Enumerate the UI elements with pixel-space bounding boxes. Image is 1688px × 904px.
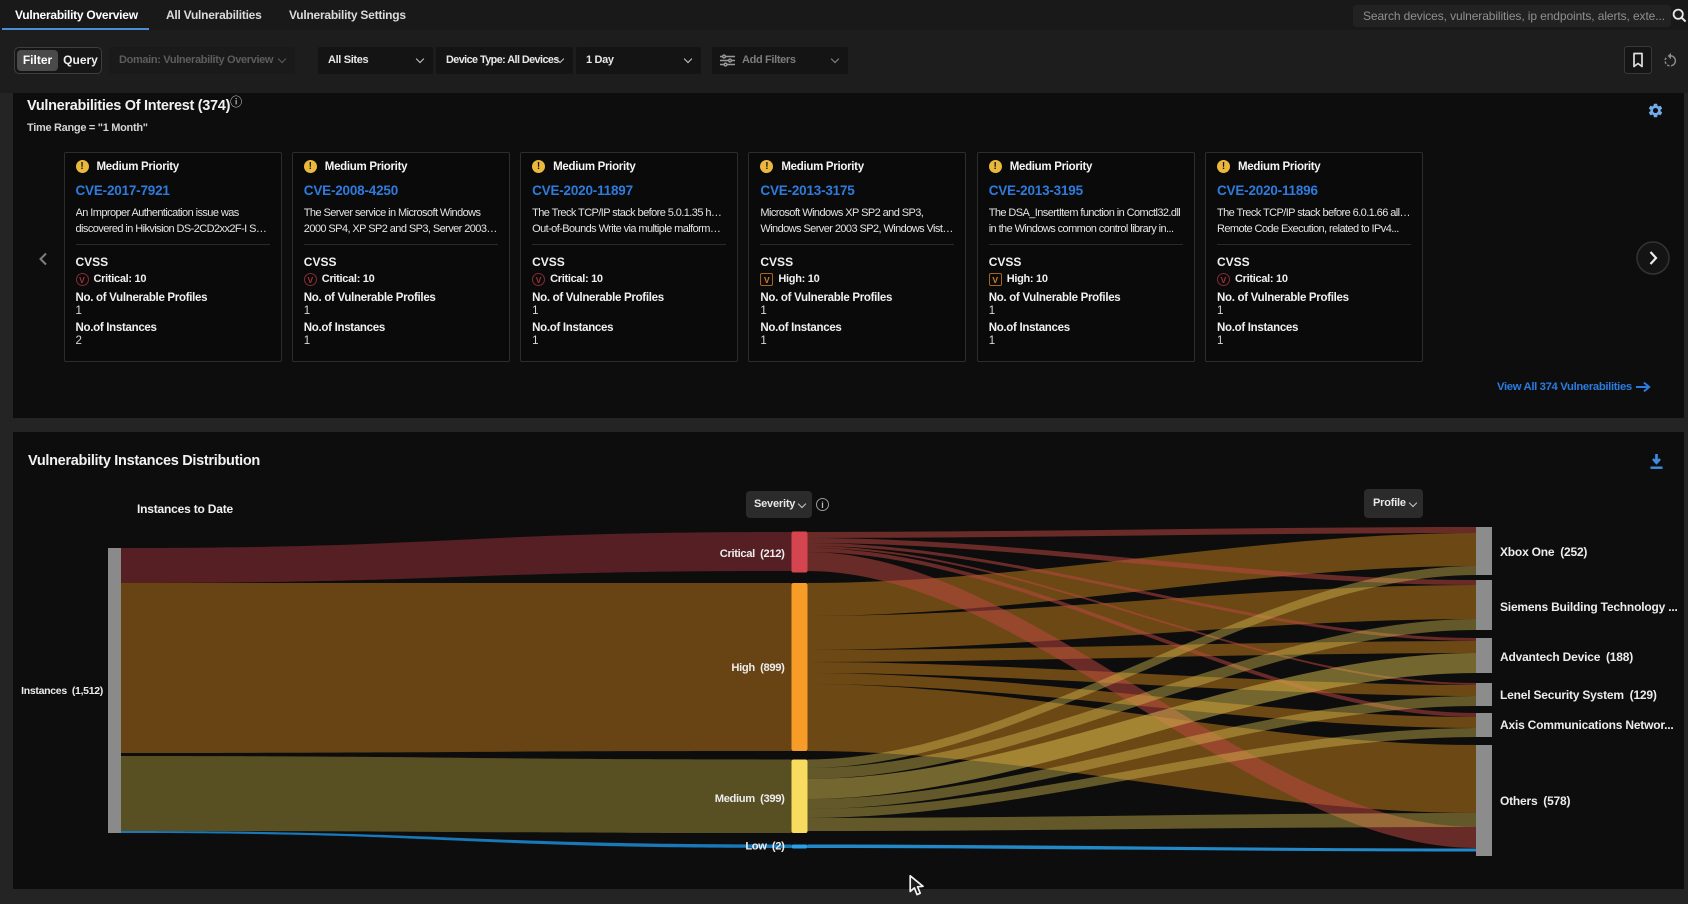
- svg-text:Advantech Device (188): Advantech Device (188): [1500, 650, 1633, 664]
- svg-text:Siemens Building Technology ..: Siemens Building Technology ...: [1500, 600, 1678, 614]
- svg-text:Critical (212): Critical (212): [720, 548, 785, 560]
- svg-text:Medium (399): Medium (399): [715, 793, 785, 805]
- svg-text:Others (578): Others (578): [1500, 794, 1570, 808]
- svg-text:Xbox One (252): Xbox One (252): [1500, 545, 1587, 559]
- svg-text:Low (2): Low (2): [745, 841, 785, 853]
- svg-text:Instances (1,512): Instances (1,512): [21, 685, 103, 697]
- svg-text:Lenel Security System (129): Lenel Security System (129): [1500, 688, 1657, 702]
- svg-text:High (899): High (899): [731, 662, 785, 674]
- svg-text:Axis Communications Networ...: Axis Communications Networ...: [1500, 718, 1674, 732]
